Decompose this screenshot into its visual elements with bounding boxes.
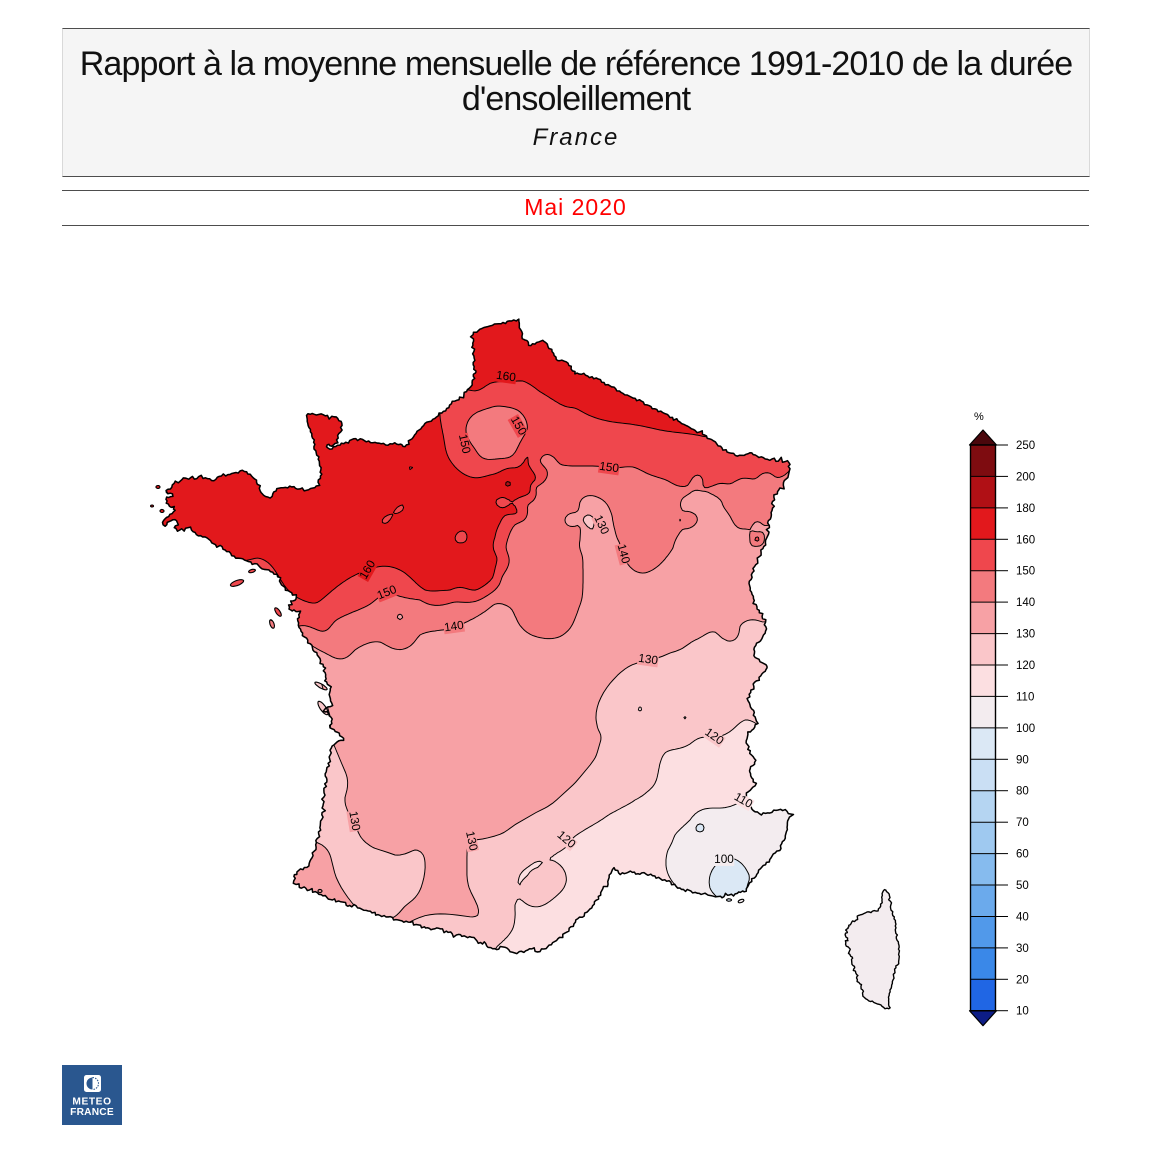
svg-text:130: 130 xyxy=(346,810,363,832)
svg-text:140: 140 xyxy=(1016,597,1035,609)
svg-text:90: 90 xyxy=(1016,754,1029,766)
svg-text:140: 140 xyxy=(615,542,634,565)
svg-text:80: 80 xyxy=(1016,786,1029,798)
svg-text:%: % xyxy=(974,411,984,423)
svg-text:30: 30 xyxy=(1016,943,1029,955)
svg-text:10: 10 xyxy=(1016,1006,1029,1018)
svg-text:130: 130 xyxy=(463,830,481,853)
svg-text:180: 180 xyxy=(1016,503,1035,515)
svg-text:FRANCE: FRANCE xyxy=(70,1107,114,1118)
svg-text:250: 250 xyxy=(1016,440,1035,452)
svg-text:150: 150 xyxy=(456,433,474,456)
svg-text:20: 20 xyxy=(1016,974,1029,986)
svg-text:100: 100 xyxy=(1016,723,1035,735)
svg-text:140: 140 xyxy=(443,618,465,635)
svg-text:150: 150 xyxy=(375,582,399,603)
svg-text:160: 160 xyxy=(495,368,517,385)
svg-text:200: 200 xyxy=(1016,471,1035,483)
svg-text:130: 130 xyxy=(637,651,659,668)
svg-text:150: 150 xyxy=(1016,566,1035,578)
svg-text:50: 50 xyxy=(1016,880,1029,892)
svg-text:150: 150 xyxy=(598,459,620,476)
svg-text:160: 160 xyxy=(1016,534,1035,546)
svg-text:40: 40 xyxy=(1016,912,1029,924)
svg-text:100: 100 xyxy=(714,852,734,866)
svg-text:70: 70 xyxy=(1016,817,1029,829)
svg-text:110: 110 xyxy=(1016,691,1034,703)
svg-text:METEO: METEO xyxy=(72,1097,111,1108)
svg-text:130: 130 xyxy=(1016,629,1035,641)
svg-text:60: 60 xyxy=(1016,849,1029,861)
svg-text:130: 130 xyxy=(591,513,612,537)
svg-text:120: 120 xyxy=(1016,660,1035,672)
